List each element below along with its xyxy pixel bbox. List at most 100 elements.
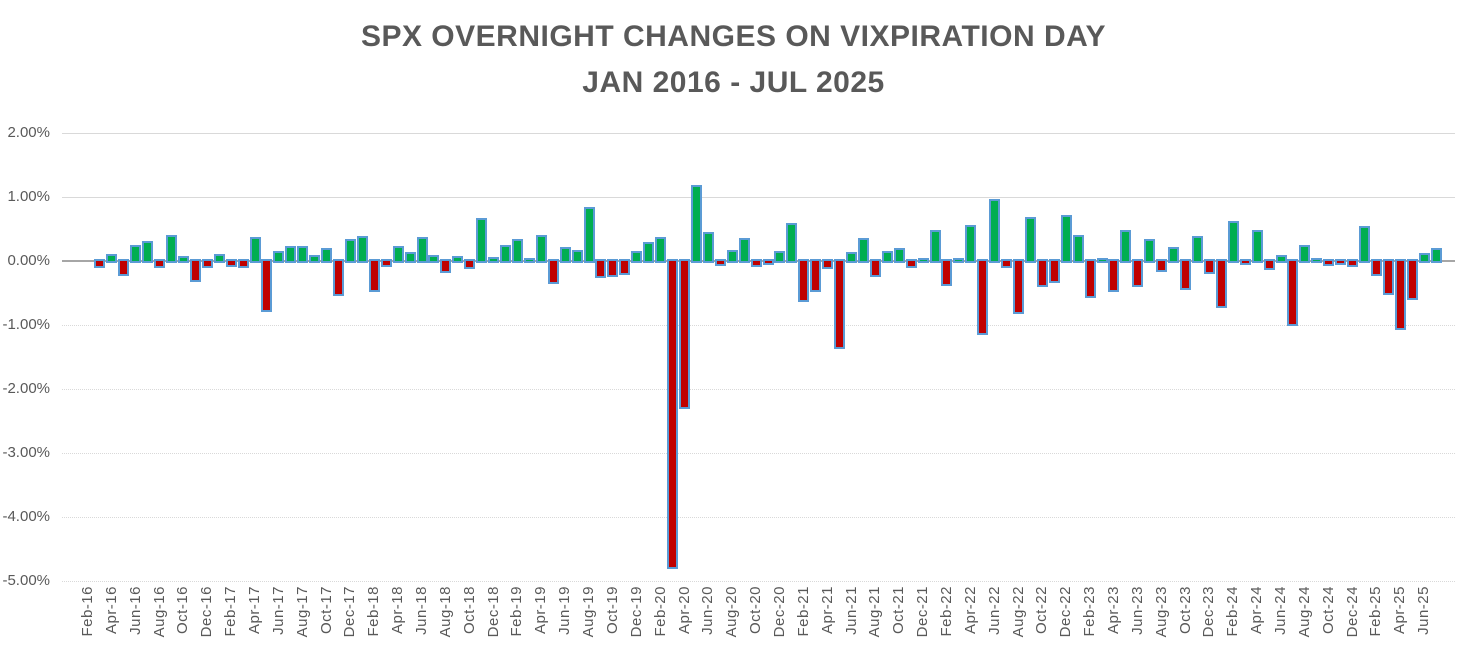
bar-Aug-21 [869, 259, 881, 278]
bar-Feb-18 [368, 259, 380, 293]
bar-Mar-17 [237, 259, 249, 269]
bar-Dec-20 [774, 251, 786, 263]
x-axis-tick-label: Jun-25 [1415, 586, 1433, 635]
bar-Nov-22 [1048, 259, 1060, 284]
bar-Apr-25 [1394, 259, 1406, 331]
bar-Dec-23 [1203, 259, 1215, 274]
bar-Jan-20 [643, 242, 655, 263]
bar-Nov-21 [905, 259, 917, 269]
bar-Oct-24 [1323, 259, 1335, 266]
y-axis-tick-label: -3.00% [2, 444, 50, 461]
bar-Jan-17 [213, 253, 225, 263]
bar-Sep-17 [309, 254, 321, 263]
bar-Apr-20 [679, 259, 690, 409]
bar-Jun-16 [130, 244, 142, 263]
bar-May-19 [547, 259, 559, 285]
bar-Sep-18 [452, 255, 464, 263]
bar-Nov-19 [619, 259, 631, 276]
bar-Jan-22 [929, 229, 941, 263]
bar-Apr-19 [535, 234, 547, 263]
x-axis-tick-label: Dec-19 [627, 586, 645, 638]
x-axis-tick-label: Oct-22 [1033, 586, 1051, 635]
bar-Dec-21 [917, 257, 929, 263]
x-axis-tick-label: Jun-17 [269, 586, 287, 635]
y-axis-tick-label: -4.00% [2, 508, 50, 525]
x-axis-tick-label: Feb-21 [794, 586, 812, 637]
bar-Jul-18 [428, 254, 440, 263]
bar-Dec-16 [201, 259, 213, 269]
gridline [62, 133, 1455, 134]
x-axis-tick-label: Apr-17 [246, 586, 264, 635]
x-axis-tick-label: Feb-19 [508, 586, 526, 637]
bar-Apr-16 [106, 253, 118, 263]
y-axis-tick-label: 0.00% [7, 252, 50, 269]
chart-title-line1: SPX OVERNIGHT CHANGES ON VIXPIRATION DAY [360, 20, 1107, 53]
bar-Jul-25 [1430, 248, 1442, 263]
x-axis-tick-label: Jun-22 [985, 586, 1003, 635]
x-axis-tick-label: Apr-23 [1104, 586, 1122, 635]
bar-Mar-24 [1239, 259, 1251, 265]
bar-Feb-25 [1370, 259, 1382, 276]
bar-Jan-25 [1359, 226, 1370, 263]
x-axis-tick-label: Feb-17 [222, 586, 240, 637]
y-axis-tick-label: -2.00% [2, 380, 50, 397]
bar-Aug-16 [154, 259, 166, 269]
gridline [62, 453, 1455, 454]
bar-Sep-22 [1024, 217, 1036, 263]
bar-Jul-19 [571, 250, 583, 263]
bar-Sep-21 [881, 251, 893, 263]
bar-Aug-24 [1299, 244, 1311, 263]
bar-Mar-20 [667, 259, 679, 569]
x-axis-tick-label: Dec-20 [770, 586, 788, 638]
bar-Jun-25 [1418, 252, 1430, 263]
gridline [62, 389, 1455, 390]
bar-Nov-16 [189, 259, 201, 283]
bar-Oct-21 [893, 248, 905, 263]
x-axis-tick-label: Apr-21 [818, 586, 836, 635]
bar-Jul-21 [857, 237, 869, 263]
x-axis-tick-label: Jun-21 [842, 586, 860, 635]
bar-Dec-18 [488, 257, 500, 263]
bar-Jun-23 [1132, 259, 1144, 288]
x-axis-tick-label: Apr-16 [102, 586, 120, 635]
x-axis-tick-label: Apr-19 [532, 586, 550, 635]
bar-May-25 [1406, 259, 1418, 301]
x-axis-tick-label: Dec-18 [484, 586, 502, 638]
bar-Sep-23 [1168, 247, 1180, 263]
bar-Nov-17 [333, 259, 345, 297]
x-axis-tick-label: Aug-18 [436, 586, 454, 638]
bar-Nov-18 [476, 218, 488, 263]
bar-Feb-19 [511, 239, 523, 263]
bar-Apr-24 [1251, 230, 1263, 263]
bar-May-17 [261, 259, 273, 312]
x-axis-tick-label: Aug-24 [1295, 586, 1313, 638]
bar-Dec-24 [1347, 259, 1359, 268]
bar-May-24 [1263, 259, 1275, 271]
bar-Apr-17 [249, 236, 261, 263]
x-axis-tick-label: Oct-24 [1319, 586, 1337, 635]
x-axis-tick-label: Feb-24 [1224, 586, 1242, 637]
gridline [62, 581, 1455, 582]
bar-Jun-20 [702, 232, 714, 263]
x-axis-tick-label: Apr-20 [675, 586, 693, 635]
x-axis-tick-label: Dec-22 [1057, 586, 1075, 638]
x-axis-tick-label: Feb-25 [1367, 586, 1385, 637]
bar-May-16 [118, 259, 130, 276]
x-axis-tick-label: Apr-25 [1391, 586, 1409, 635]
x-axis-tick-label: Jun-23 [1128, 586, 1146, 635]
x-axis-tick-label: Feb-16 [79, 586, 96, 637]
y-axis-tick-label: 2.00% [7, 124, 50, 141]
x-axis-tick-label: Oct-21 [890, 586, 908, 635]
bar-Dec-22 [1060, 215, 1072, 263]
bar-Feb-21 [798, 259, 810, 303]
bar-Mar-25 [1382, 259, 1394, 295]
bar-Feb-17 [225, 259, 237, 267]
x-axis-tick-label: Aug-23 [1152, 586, 1170, 638]
y-axis-tick-label: 1.00% [7, 188, 50, 205]
bar-Sep-20 [738, 237, 750, 263]
bar-Feb-23 [1084, 259, 1096, 299]
x-axis-tick-label: Oct-18 [460, 586, 478, 635]
bar-Mar-19 [523, 257, 535, 263]
